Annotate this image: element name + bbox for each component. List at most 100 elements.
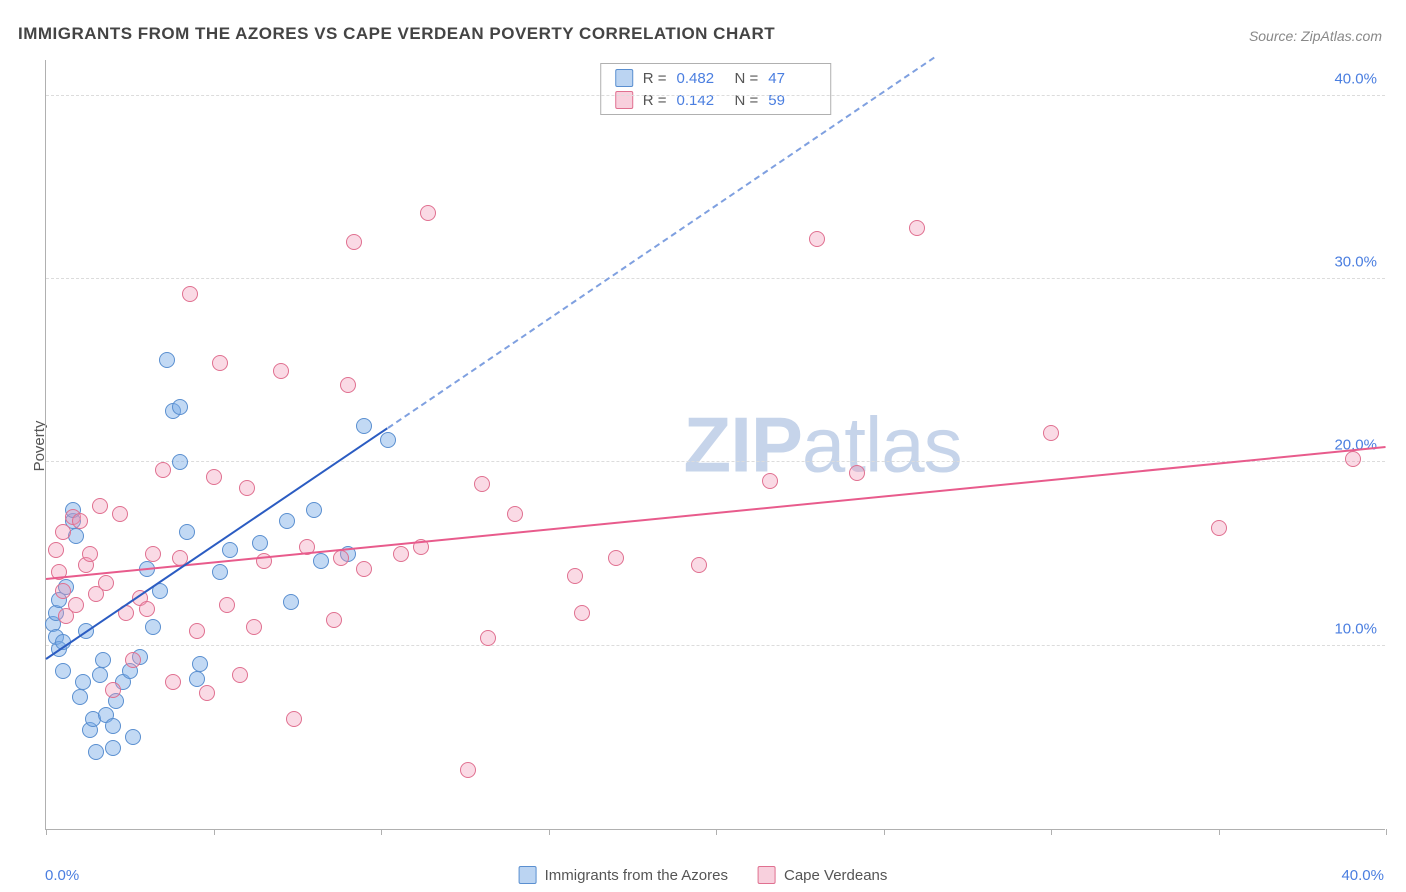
gridline <box>46 95 1385 96</box>
data-point <box>182 286 198 302</box>
legend-label: Cape Verdeans <box>784 867 887 884</box>
data-point <box>283 594 299 610</box>
chart-source: Source: ZipAtlas.com <box>1249 28 1382 44</box>
data-point <box>92 667 108 683</box>
n-label: N = <box>735 70 759 87</box>
data-point <box>179 524 195 540</box>
data-point <box>480 630 496 646</box>
chart-title: IMMIGRANTS FROM THE AZORES VS CAPE VERDE… <box>18 24 775 44</box>
data-point <box>346 234 362 250</box>
data-point <box>849 465 865 481</box>
y-axis-label: 30.0% <box>1334 254 1377 271</box>
swatch-blue-icon <box>615 69 633 87</box>
n-value-azores: 47 <box>768 70 816 87</box>
data-point <box>159 352 175 368</box>
x-tick <box>214 829 215 835</box>
data-point <box>192 656 208 672</box>
data-point <box>909 220 925 236</box>
x-tick <box>884 829 885 835</box>
data-point <box>48 542 64 558</box>
y-axis-label: 10.0% <box>1334 620 1377 637</box>
data-point <box>574 605 590 621</box>
data-point <box>356 418 372 434</box>
x-axis-label-max: 40.0% <box>1341 867 1384 884</box>
data-point <box>206 469 222 485</box>
data-point <box>92 498 108 514</box>
data-point <box>55 583 71 599</box>
x-tick <box>1219 829 1220 835</box>
bottom-legend: Immigrants from the Azores Cape Verdeans <box>519 866 888 884</box>
gridline <box>46 461 1385 462</box>
r-label: R = <box>643 70 667 87</box>
stats-row-azores: R = 0.482 N = 47 <box>601 67 831 89</box>
x-tick <box>1386 829 1387 835</box>
data-point <box>68 597 84 613</box>
data-point <box>279 513 295 529</box>
data-point <box>125 729 141 745</box>
data-point <box>567 568 583 584</box>
x-tick <box>381 829 382 835</box>
legend-item-azores: Immigrants from the Azores <box>519 866 728 884</box>
y-axis-label: 40.0% <box>1334 70 1377 87</box>
data-point <box>286 711 302 727</box>
watermark: ZIPatlas <box>684 399 962 490</box>
legend-label: Immigrants from the Azores <box>545 867 728 884</box>
data-point <box>82 546 98 562</box>
gridline <box>46 645 1385 646</box>
data-point <box>72 689 88 705</box>
data-point <box>232 667 248 683</box>
data-point <box>155 462 171 478</box>
data-point <box>55 524 71 540</box>
data-point <box>105 740 121 756</box>
data-point <box>420 205 436 221</box>
data-point <box>507 506 523 522</box>
x-tick <box>549 829 550 835</box>
scatter-plot: ZIPatlas R = 0.482 N = 47 R = 0.142 N = … <box>45 60 1385 830</box>
data-point <box>340 377 356 393</box>
data-point <box>212 564 228 580</box>
data-point <box>356 561 372 577</box>
data-point <box>199 685 215 701</box>
data-point <box>326 612 342 628</box>
gridline <box>46 278 1385 279</box>
stats-row-capeverde: R = 0.142 N = 59 <box>601 89 831 111</box>
data-point <box>95 652 111 668</box>
data-point <box>313 553 329 569</box>
data-point <box>88 744 104 760</box>
data-point <box>1043 425 1059 441</box>
x-axis-label-min: 0.0% <box>45 867 79 884</box>
data-point <box>239 480 255 496</box>
r-value-azores: 0.482 <box>677 70 725 87</box>
x-tick <box>46 829 47 835</box>
trend-line <box>46 446 1386 580</box>
swatch-blue-icon <box>519 866 537 884</box>
data-point <box>762 473 778 489</box>
data-point <box>474 476 490 492</box>
data-point <box>172 454 188 470</box>
data-point <box>608 550 624 566</box>
data-point <box>145 546 161 562</box>
x-tick <box>716 829 717 835</box>
data-point <box>105 682 121 698</box>
data-point <box>380 432 396 448</box>
data-point <box>125 652 141 668</box>
data-point <box>172 399 188 415</box>
data-point <box>145 619 161 635</box>
data-point <box>165 674 181 690</box>
data-point <box>460 762 476 778</box>
data-point <box>333 550 349 566</box>
data-point <box>105 718 121 734</box>
data-point <box>809 231 825 247</box>
data-point <box>246 619 262 635</box>
data-point <box>306 502 322 518</box>
data-point <box>222 542 238 558</box>
data-point <box>1345 451 1361 467</box>
data-point <box>252 535 268 551</box>
data-point <box>75 674 91 690</box>
data-point <box>55 663 71 679</box>
data-point <box>98 575 114 591</box>
data-point <box>112 506 128 522</box>
x-tick <box>1051 829 1052 835</box>
swatch-pink-icon <box>758 866 776 884</box>
data-point <box>691 557 707 573</box>
